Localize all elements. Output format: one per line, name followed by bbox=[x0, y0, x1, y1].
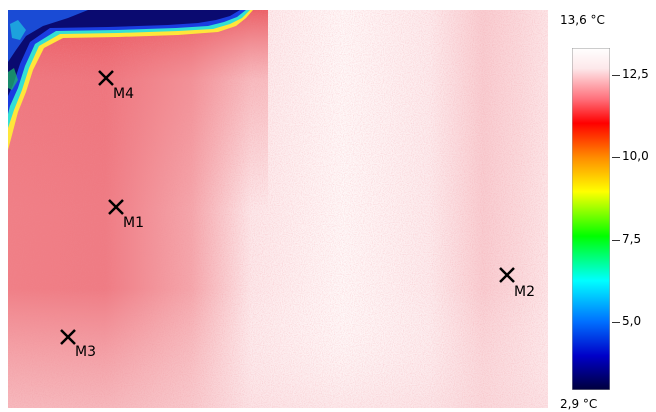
marker-m2-cross bbox=[499, 267, 515, 283]
scale-tick-5-0 bbox=[612, 322, 620, 323]
scale-max-label: 13,6 °C bbox=[560, 13, 605, 27]
temperature-colorbar bbox=[571, 47, 611, 391]
marker-m3-label: M3 bbox=[75, 344, 96, 360]
scale-tick-10-0 bbox=[612, 157, 620, 158]
marker-m1-cross bbox=[108, 199, 124, 215]
marker-m4-cross bbox=[98, 70, 114, 86]
scale-min-label: 2,9 °C bbox=[560, 397, 598, 411]
scale-tick-label-5-0: 5,0 bbox=[622, 314, 642, 328]
scale-tick-12-5 bbox=[612, 75, 620, 76]
scale-tick-7-5 bbox=[612, 240, 620, 241]
marker-m1-label: M1 bbox=[123, 215, 144, 231]
scale-tick-label-12-5: 12,5 bbox=[622, 67, 649, 81]
scale-tick-label-10-0: 10,0 bbox=[622, 149, 649, 163]
marker-m4-label: M4 bbox=[113, 86, 134, 102]
scale-tick-label-7-5: 7,5 bbox=[622, 232, 642, 246]
marker-m2-label: M2 bbox=[514, 284, 535, 300]
thermal-image bbox=[8, 10, 548, 408]
marker-m3-cross bbox=[60, 329, 76, 345]
